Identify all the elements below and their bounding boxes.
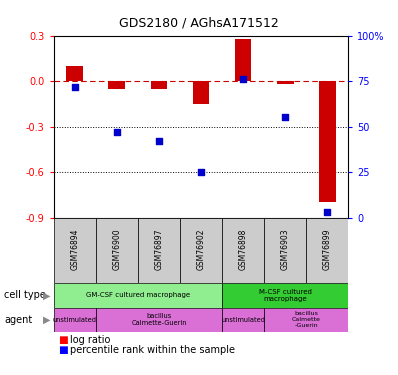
- Text: log ratio: log ratio: [70, 335, 110, 345]
- Bar: [150, 81, 167, 88]
- FancyBboxPatch shape: [138, 217, 180, 283]
- Text: agent: agent: [4, 315, 32, 325]
- Point: [114, 129, 120, 135]
- Text: unstimulated: unstimulated: [53, 316, 97, 322]
- Text: ■: ■: [58, 335, 67, 345]
- FancyBboxPatch shape: [306, 217, 348, 283]
- FancyBboxPatch shape: [222, 217, 264, 283]
- Text: bacillus
Calmette-Guerin: bacillus Calmette-Guerin: [131, 313, 187, 326]
- Text: GSM76900: GSM76900: [112, 228, 121, 270]
- Bar: [222, 308, 264, 332]
- Text: ▶: ▶: [43, 315, 51, 325]
- Bar: [108, 81, 125, 88]
- Point: [240, 76, 246, 82]
- Bar: [264, 308, 348, 332]
- Text: cell type: cell type: [4, 290, 46, 300]
- Text: GSM76898: GSM76898: [238, 228, 248, 270]
- Bar: [193, 81, 209, 104]
- Bar: [235, 39, 252, 81]
- Bar: [54, 308, 96, 332]
- Text: M-CSF cultured
macrophage: M-CSF cultured macrophage: [259, 289, 312, 302]
- Text: GSM76897: GSM76897: [154, 228, 164, 270]
- Bar: [54, 283, 222, 308]
- Bar: [66, 66, 83, 81]
- Point: [282, 114, 288, 120]
- Text: GSM76894: GSM76894: [70, 228, 79, 270]
- Text: ■: ■: [58, 345, 67, 355]
- Text: GM-CSF cultured macrophage: GM-CSF cultured macrophage: [86, 292, 190, 298]
- Text: GSM76903: GSM76903: [281, 228, 290, 270]
- Bar: [222, 283, 348, 308]
- Text: percentile rank within the sample: percentile rank within the sample: [70, 345, 235, 355]
- Point: [324, 209, 330, 215]
- Text: GDS2180 / AGhsA171512: GDS2180 / AGhsA171512: [119, 17, 279, 30]
- Bar: [96, 308, 222, 332]
- FancyBboxPatch shape: [96, 217, 138, 283]
- Bar: [277, 81, 294, 84]
- FancyBboxPatch shape: [264, 217, 306, 283]
- Text: GSM76899: GSM76899: [323, 228, 332, 270]
- Text: bacillus
Calmette
-Guerin: bacillus Calmette -Guerin: [292, 311, 321, 328]
- Point: [156, 138, 162, 144]
- FancyBboxPatch shape: [54, 217, 96, 283]
- Text: unstimulated: unstimulated: [221, 316, 265, 322]
- Text: ▶: ▶: [43, 290, 51, 300]
- Point: [72, 84, 78, 90]
- Point: [198, 169, 204, 175]
- Text: GSM76902: GSM76902: [197, 228, 205, 270]
- Bar: [319, 81, 336, 203]
- FancyBboxPatch shape: [180, 217, 222, 283]
